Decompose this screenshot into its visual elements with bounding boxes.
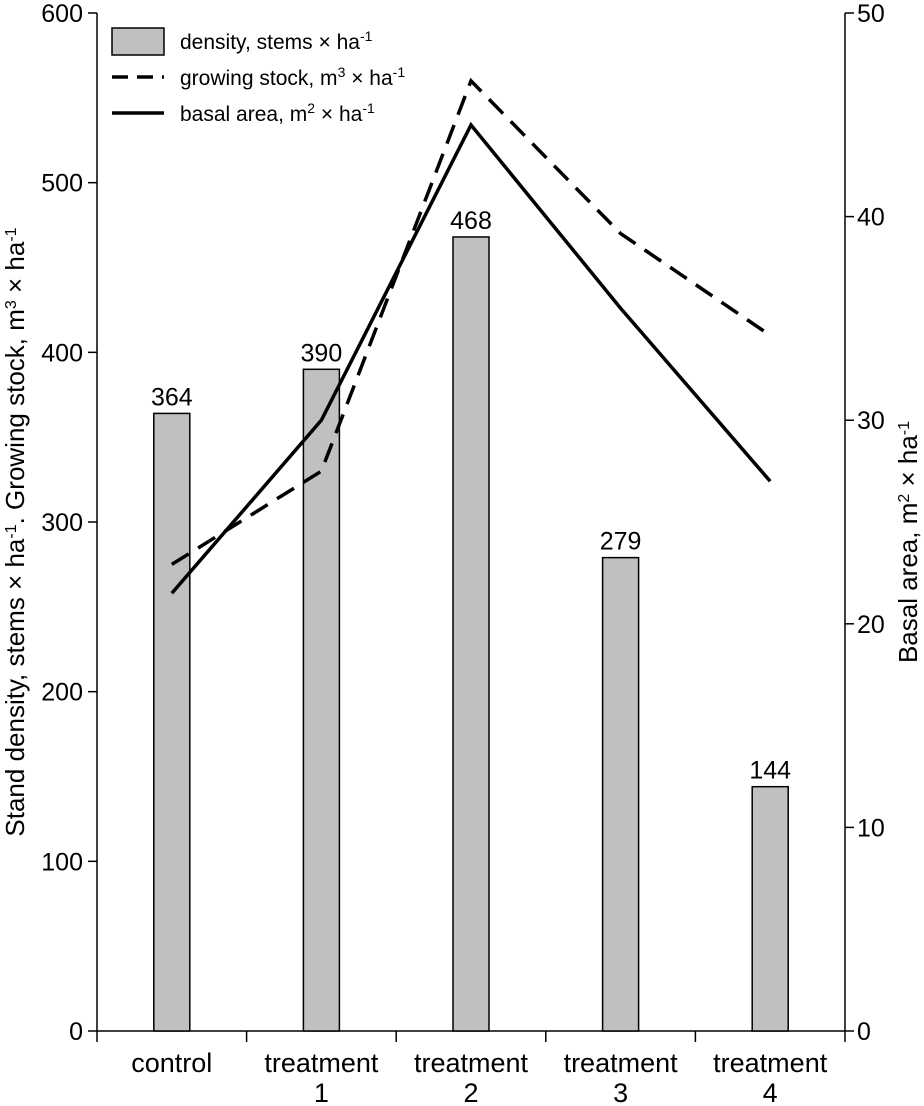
right-tick-label: 20	[857, 611, 885, 639]
right-tick-label: 50	[857, 0, 885, 28]
x-category-label: treatment 2	[414, 1048, 529, 1106]
x-category-label: treatment 4	[713, 1048, 828, 1106]
bar-value-label: 468	[450, 207, 492, 235]
left-tick-label: 200	[41, 679, 83, 707]
density-bar	[751, 785, 789, 1032]
x-category-label: treatment 3	[564, 1048, 679, 1106]
left-tick-label: 400	[41, 339, 83, 367]
legend-label: growing stock, m3 × ha-1	[180, 64, 405, 90]
left-axis-title: Stand density, stems × ha-1. Growing sto…	[0, 227, 30, 836]
x-category-label: control	[131, 1048, 212, 1078]
basal-area-line	[170, 121, 772, 595]
right-axis-title: Basal area, m2 × ha-1	[893, 421, 923, 663]
legend-swatch-density	[111, 27, 165, 56]
density-bar	[153, 412, 191, 1032]
right-tick-label: 10	[857, 814, 885, 842]
left-tick-label: 500	[41, 170, 83, 198]
bars	[153, 236, 789, 1032]
bar-value-label: 390	[301, 339, 343, 367]
legend-label: basal area, m2 × ha-1	[180, 100, 375, 126]
right-tick-label: 0	[857, 1018, 871, 1046]
bar-value-label: 279	[600, 528, 642, 556]
growing-stock-line	[170, 77, 772, 566]
x-category-label: treatment 1	[264, 1048, 379, 1106]
bar-value-label: 364	[151, 383, 193, 411]
left-tick-label: 600	[41, 0, 83, 28]
density-bar	[601, 556, 640, 1032]
legend: density, stems × ha-1 growing stock, m3 ×…	[111, 27, 405, 126]
lines	[170, 77, 772, 595]
right-tick-label: 30	[857, 407, 885, 435]
left-tick-label: 0	[69, 1018, 83, 1046]
left-tick-label: 300	[41, 509, 83, 537]
bar-value-label: 144	[749, 757, 791, 785]
density-bar	[452, 236, 490, 1032]
data-labels: 364 390 468 279 144	[151, 207, 791, 785]
left-tick-label: 100	[41, 848, 83, 876]
density-bar	[302, 368, 341, 1032]
legend-label: density, stems × ha-1	[180, 28, 373, 54]
right-tick-label: 40	[857, 204, 885, 232]
